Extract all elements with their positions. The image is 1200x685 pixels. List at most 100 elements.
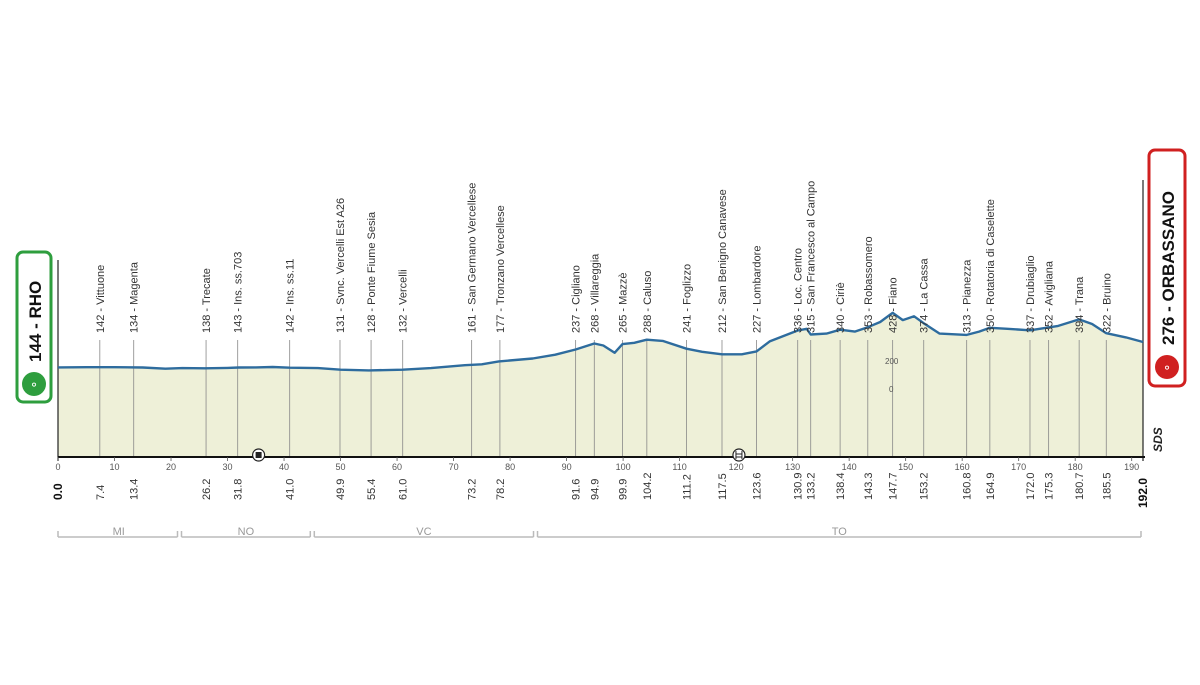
waypoint-label: 131 - Svnc. Vercelli Est A26 <box>335 198 347 333</box>
region-label: NO <box>238 526 255 538</box>
waypoint-km-label: 94.9 <box>589 479 601 500</box>
waypoint-km-label: 143.3 <box>863 472 875 500</box>
waypoint-label: 337 - Drubiaglio <box>1025 255 1037 333</box>
cyclist-icon <box>1155 355 1179 379</box>
waypoint-km-label: 130.9 <box>793 472 805 500</box>
waypoint-km-label: 111.2 <box>681 474 693 500</box>
waypoint-km-label: 153.2 <box>919 472 931 500</box>
waypoint-km-label: 117.5 <box>717 473 729 500</box>
region-label: TO <box>832 526 848 538</box>
waypoint-km-label: 13.4 <box>129 479 141 500</box>
tunnel-icon-inner <box>255 452 262 458</box>
x-tick-label: 80 <box>505 462 515 472</box>
waypoint-label: 177 - Tronzano Vercellese <box>495 205 507 333</box>
waypoint-km-label: 7.4 <box>95 485 107 500</box>
x-tick-label: 120 <box>729 462 744 472</box>
waypoint-label: 374 - La Cassa <box>919 258 931 333</box>
waypoint-label: 265 - Mazzè <box>618 272 630 333</box>
x-tick-label: 90 <box>562 462 572 472</box>
waypoint-label: 142 - Ins. ss.11 <box>285 259 297 333</box>
waypoint-km-label: 147.7 <box>888 472 900 500</box>
waypoint-label: 227 - Lombardore <box>751 246 763 333</box>
x-tick-label: 60 <box>392 462 402 472</box>
level-crossing-icon <box>732 448 746 462</box>
x-tick-label: 150 <box>898 462 913 472</box>
start-badge <box>15 250 53 404</box>
waypoint-km-label: 91.6 <box>571 479 583 500</box>
waypoint-km-label: 31.8 <box>233 479 245 500</box>
x-tick-label: 170 <box>1011 462 1026 472</box>
finish-badge <box>1147 148 1187 388</box>
waypoint-km-label: 133.2 <box>806 472 818 500</box>
x-tick-label: 40 <box>279 462 289 472</box>
finish-label: 276 - ORBASSANO <box>1159 191 1178 345</box>
waypoint-km-label: 185.5 <box>1101 472 1113 500</box>
waypoint-label: 128 - Ponte Fiume Sesia <box>366 211 378 333</box>
cyclist-icon <box>22 372 46 396</box>
waypoint-label: 142 - Vittuone <box>95 265 107 333</box>
waypoint-label: 132 - Vercelli <box>398 269 410 333</box>
x-tick-label: 160 <box>955 462 970 472</box>
waypoint-label: 353 - Robassomero <box>863 236 875 333</box>
waypoint-label: 428 - Fiano <box>888 277 900 333</box>
waypoint-km-label: 78.2 <box>495 479 507 500</box>
x-tick-label: 30 <box>223 462 233 472</box>
waypoint-label: 322 - Bruino <box>1101 273 1113 333</box>
x-tick-label: 10 <box>110 462 120 472</box>
waypoint-km-label: 55.4 <box>366 479 378 500</box>
waypoint-km-label: 26.2 <box>201 479 213 500</box>
cyclist-glyph-icon: ⚬ <box>1162 361 1172 375</box>
waypoint-label: 394 - Trana <box>1074 276 1086 333</box>
waypoint-label: 315 - San Francesco al Campo <box>806 181 818 333</box>
waypoint-km-label: 172.0 <box>1025 472 1037 500</box>
x-tick-label: 180 <box>1068 462 1083 472</box>
profile-line <box>57 311 1144 372</box>
cyclist-glyph-icon: ⚬ <box>29 378 39 392</box>
waypoint-km-label: 99.9 <box>618 479 630 500</box>
waypoint-km-label: 180.7 <box>1074 472 1086 500</box>
waypoint-km-label: 61.0 <box>398 479 410 500</box>
waypoint-label: 212 - San Benigno Canavese <box>717 189 729 333</box>
profile-area <box>58 312 1143 457</box>
waypoint-label: 288 - Caluso <box>642 271 654 333</box>
region-label: VC <box>416 526 431 538</box>
waypoint-label: 336 - Loc. Centro <box>793 248 805 333</box>
region-label: MI <box>113 526 125 538</box>
waypoint-label: 313 - Pianezza <box>962 259 974 333</box>
waypoint-km-label: 160.8 <box>962 472 974 500</box>
x-tick-label: 0 <box>55 462 60 472</box>
waypoint-km-label: 104.2 <box>642 472 654 500</box>
x-tick-label: 140 <box>842 462 857 472</box>
start-label: 144 - RHO <box>26 281 45 362</box>
altitude-scale-0: 0 <box>889 385 894 394</box>
x-tick-label: 20 <box>166 462 176 472</box>
start-km-label: 0.0 <box>51 483 65 500</box>
finish-km-label: 192.0 <box>1136 478 1150 508</box>
waypoint-km-label: 175.3 <box>1044 472 1056 500</box>
waypoint-label: 237 - Cigliano <box>571 265 583 333</box>
waypoint-km-label: 138.4 <box>835 472 847 500</box>
waypoint-km-label: 164.9 <box>985 472 997 500</box>
waypoint-label: 138 - Trecate <box>201 268 213 333</box>
waypoint-label: 350 - Rotatoria di Caselette <box>985 199 997 333</box>
x-tick-label: 70 <box>449 462 459 472</box>
waypoint-label: 134 - Magenta <box>129 261 141 333</box>
waypoint-label: 241 - Foglizzo <box>681 264 693 333</box>
waypoint-km-label: 123.6 <box>751 472 763 500</box>
waypoint-label: 143 - Ins. ss.703 <box>233 252 245 333</box>
waypoint-km-label: 49.9 <box>335 479 347 500</box>
waypoint-label: 340 - Ciriè <box>835 282 847 333</box>
x-tick-label: 100 <box>616 462 631 472</box>
waypoint-label: 161 - San Germano Vercellese <box>467 183 479 333</box>
x-tick-label: 130 <box>785 462 800 472</box>
waypoint-label: 352 - Avigliana <box>1044 260 1056 333</box>
x-tick-label: 50 <box>336 462 346 472</box>
altitude-scale-200: 200 <box>885 357 899 366</box>
x-tick-label: 190 <box>1124 462 1139 472</box>
waypoint-label: 268 - Villareggia <box>589 253 601 333</box>
brand-logo: SDS <box>1151 427 1165 452</box>
waypoint-km-label: 41.0 <box>285 479 297 500</box>
waypoint-km-label: 73.2 <box>467 479 479 500</box>
